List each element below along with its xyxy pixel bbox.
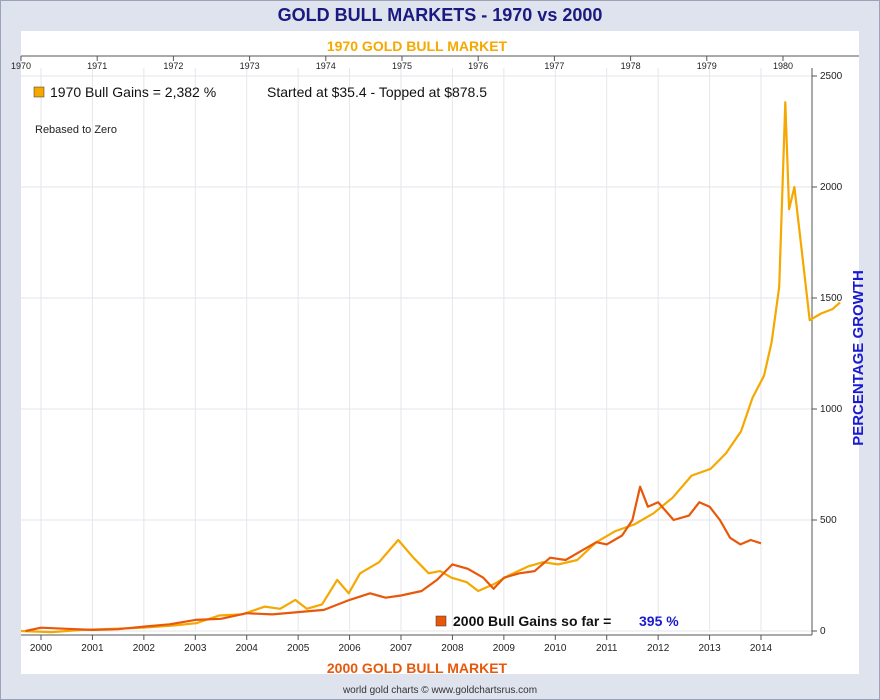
top-axis-title: 1970 GOLD BULL MARKET [327, 38, 508, 54]
legend-value-2000: 395 % [639, 613, 679, 629]
legend-swatch-1970 [33, 86, 45, 98]
top-tick-label: 1978 [621, 61, 641, 71]
plot-area [21, 31, 859, 674]
bottom-tick-label: 2004 [236, 643, 259, 654]
y-tick-label: 2000 [820, 182, 843, 193]
bottom-tick-label: 2005 [287, 643, 310, 654]
top-tick-label: 1977 [544, 61, 564, 71]
bottom-tick-label: 2011 [596, 643, 618, 654]
top-tick-label: 1979 [697, 61, 717, 71]
y-tick-label: 1000 [820, 404, 843, 415]
top-tick-label: 1976 [468, 61, 488, 71]
bottom-tick-label: 2008 [441, 643, 464, 654]
y-tick-label: 500 [820, 515, 837, 526]
legend-note-1970: Started at $35.4 - Topped at $878.5 [267, 84, 487, 100]
credit-text: world gold charts © www.goldchartsrus.co… [342, 685, 538, 696]
top-tick-label: 1971 [87, 61, 107, 71]
legend-swatch-2000 [435, 615, 447, 627]
bottom-tick-label: 2001 [81, 643, 104, 654]
bottom-tick-label: 2010 [544, 643, 567, 654]
bottom-tick-label: 2013 [698, 643, 721, 654]
legend-label-1970: 1970 Bull Gains = 2,382 % [50, 84, 216, 100]
rebased-annotation: Rebased to Zero [35, 124, 117, 136]
bottom-tick-label: 2009 [493, 643, 516, 654]
bottom-axis-title: 2000 GOLD BULL MARKET [327, 660, 508, 676]
top-tick-label: 1970 [11, 61, 31, 71]
bottom-tick-label: 2000 [30, 643, 53, 654]
bottom-tick-label: 2007 [390, 643, 413, 654]
y-tick-label: 1500 [820, 293, 843, 304]
bottom-tick-label: 2014 [750, 643, 773, 654]
bottom-tick-label: 2003 [184, 643, 207, 654]
top-tick-label: 1980 [773, 61, 793, 71]
y-axis-title: PERCENTAGE GROWTH [850, 270, 867, 446]
y-tick-label: 2500 [820, 71, 843, 82]
bottom-tick-label: 2002 [133, 643, 156, 654]
chart-title: GOLD BULL MARKETS - 1970 vs 2000 [277, 5, 603, 25]
legend-label-2000: 2000 Bull Gains so far = [453, 613, 611, 629]
top-tick-label: 1972 [163, 61, 183, 71]
top-tick-label: 1974 [316, 61, 336, 71]
bottom-tick-label: 2006 [338, 643, 361, 654]
top-tick-label: 1975 [392, 61, 412, 71]
y-tick-label: 0 [820, 626, 826, 637]
top-tick-label: 1973 [240, 61, 260, 71]
series-line-2000 [25, 485, 762, 633]
bottom-tick-label: 2012 [647, 643, 670, 654]
